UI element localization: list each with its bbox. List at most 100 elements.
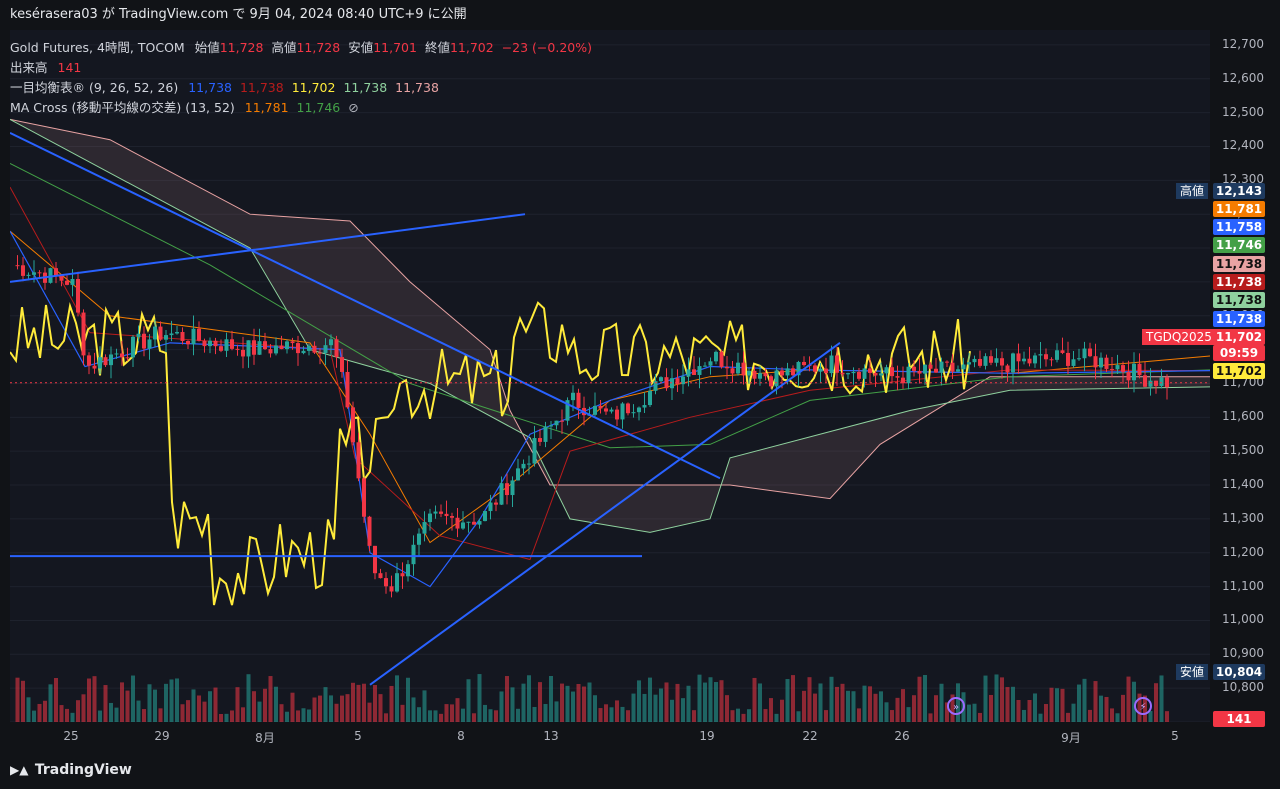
volume-bar [433, 710, 438, 722]
candle-body [714, 351, 718, 362]
legend-volume-row[interactable]: 出来高 141 [10, 58, 592, 78]
price-pill: 11,738 [1213, 256, 1265, 272]
volume-bar [477, 674, 482, 722]
volume-bar [587, 682, 592, 722]
volume-bar [213, 687, 218, 722]
candle-body [323, 345, 328, 354]
candle-body [466, 521, 471, 523]
candle-body [191, 328, 196, 345]
volume-bar [367, 702, 372, 722]
candle-body [411, 544, 416, 565]
candle-body [202, 340, 207, 347]
lightning-icon[interactable]: ⚡ [1134, 697, 1152, 715]
footer-bar: ▶▲ TradingView [0, 750, 1280, 789]
candle-body [312, 345, 317, 353]
volume-bar [906, 707, 911, 722]
time-axis[interactable]: 25 29 8月 5 8 13 19 22 26 9月 5 [10, 722, 1210, 750]
volume-bar [895, 697, 900, 722]
volume-bar [1027, 699, 1032, 722]
volume-bar [664, 682, 669, 722]
volume-bar [626, 710, 630, 722]
volume-bar [967, 704, 971, 722]
volume-bar [659, 688, 663, 722]
volume-bar [87, 678, 91, 722]
volume-bar [1049, 687, 1054, 722]
volume-bar [675, 683, 680, 722]
candle-body [747, 370, 751, 376]
hide-indicator-icon[interactable]: ⊘ [348, 100, 359, 115]
candle-body [873, 372, 878, 376]
volume-bar [1093, 681, 1098, 722]
volume-bar [241, 707, 245, 722]
chart-area[interactable] [9, 30, 1211, 723]
volume-bar [857, 708, 861, 722]
candle-body [307, 345, 311, 351]
fast-forward-icon[interactable]: » [947, 697, 965, 715]
candle-body [906, 366, 911, 384]
candle-body [1066, 352, 1070, 366]
candle-body [637, 407, 641, 413]
volume-bar [125, 690, 130, 722]
volume-bar [329, 695, 333, 722]
legend-ma-row[interactable]: MA Cross (移動平均線の交差) (13, 52) 11,781 11,7… [10, 98, 592, 118]
volume-bar [686, 685, 691, 722]
volume-bar [763, 709, 768, 722]
price-axis[interactable]: 12,70012,60012,50012,40012,30012,20012,1… [1210, 30, 1280, 728]
price-chart[interactable] [9, 30, 1211, 723]
candle-body [1011, 353, 1015, 373]
volume-bar [615, 700, 619, 722]
volume-bar [598, 708, 603, 722]
candle-body [950, 362, 955, 372]
volume-bar [1082, 678, 1087, 722]
volume-bar [268, 676, 273, 722]
volume-bar [785, 679, 790, 722]
price-pill: 11,738 [1213, 292, 1265, 308]
volume-bar [752, 677, 757, 722]
candle-body [1126, 371, 1131, 381]
volume-bar [565, 685, 570, 722]
volume-bar [65, 708, 69, 722]
price-tick: 11,100 [1222, 578, 1264, 593]
symbol-title[interactable]: Gold Futures, 4時間, TOCOM [10, 40, 185, 55]
volume-bar [571, 691, 575, 722]
candle-body [840, 372, 845, 375]
tradingview-brand[interactable]: ▶▲ TradingView [10, 762, 132, 778]
candle-body [890, 367, 894, 377]
candle-body [675, 378, 680, 385]
volume-bar [917, 676, 922, 722]
volume-bar [609, 707, 614, 722]
volume-bar [131, 675, 135, 722]
volume-bar [37, 703, 42, 722]
volume-bar [1165, 711, 1169, 722]
volume-bar [769, 698, 773, 722]
trend-line-up-left [9, 213, 526, 283]
candle-body [1115, 365, 1120, 370]
candle-body [384, 578, 388, 587]
candle-body [224, 339, 229, 351]
price-pill: 11,738 [1213, 311, 1265, 327]
time-tick: 13 [543, 729, 559, 743]
volume-bar [32, 710, 36, 722]
legend-ichimoku-row[interactable]: 一目均衡表® (9, 26, 52, 26) 11,738 11,738 11,… [10, 78, 592, 98]
high-label: 高値 [271, 40, 297, 55]
candle-body [142, 333, 146, 349]
volume-bar [1154, 683, 1158, 722]
volume-bar [389, 685, 394, 722]
candle-body [884, 367, 889, 374]
candle-body [444, 513, 449, 517]
candle-body [796, 361, 801, 376]
volume-bar [1104, 696, 1109, 722]
candle-body [857, 371, 861, 379]
volume-bar [318, 695, 322, 722]
volume-bar [279, 704, 284, 722]
candle-body [571, 392, 575, 401]
volume-bar [499, 691, 504, 722]
price-pill: 11,702 [1213, 363, 1265, 379]
candle-body [26, 274, 31, 276]
candle-body [648, 390, 652, 406]
volume-bar [114, 707, 119, 722]
volume-bar [208, 691, 212, 722]
candle-body [708, 361, 713, 366]
volume-bar [191, 689, 196, 722]
volume-bar [791, 675, 795, 722]
